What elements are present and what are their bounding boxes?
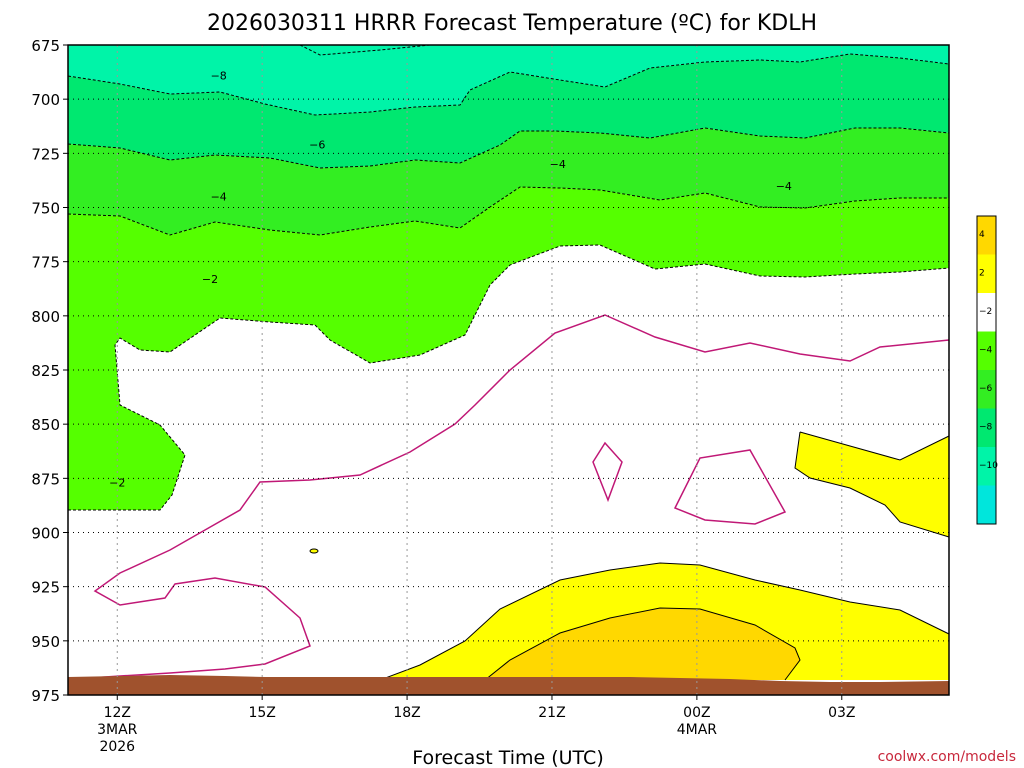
x-axis-label: Forecast Time (UTC) [412,747,603,768]
colorbar-label: −6 [979,384,993,394]
contour-plus-4 [484,607,801,681]
x-tick-label: 12Z [104,705,131,721]
contour-minus-8 [67,53,950,116]
colorbar-label: −8 [979,423,993,433]
x-tick-label: 4MAR [677,722,718,738]
colorbar-swatch [977,447,996,486]
y-tick-label: 800 [31,308,60,326]
colorbar-swatch [977,254,996,293]
zero-contours [89,314,950,679]
colorbar-label: −4 [979,346,993,356]
contour-value-label: −4 [211,191,227,204]
band-minus-2-to-minus-4 [68,187,949,510]
colorbar-swatch [977,331,996,370]
colorbar-swatch [977,293,996,332]
x-tick-label: 21Z [538,705,565,721]
contour-minus-6 [67,127,950,169]
contour-value-label: −4 [776,180,792,193]
colorbar-label: 2 [979,269,985,279]
colorbar-label: −10 [979,461,998,471]
contour-value-label: −4 [550,158,566,171]
contour-minus-4 [67,186,949,236]
colorbar-frame [976,215,997,525]
y-tick-label: 875 [31,470,60,488]
y-tick-label: 850 [31,416,60,434]
y-tick-label: 750 [31,200,60,218]
x-tick-label: 2026 [99,739,135,755]
contour-plus-2-a [379,562,950,681]
colorbar-label: 4 [979,230,985,240]
band-above-2 [485,608,800,680]
chart-title: 2026030311 HRRR Forecast Temperature (ºC… [207,11,817,36]
band-0-to-2-right [795,432,949,537]
colorbar: 4 2 −2 −4 −6 −8 −10 [976,215,998,525]
contour-minus-10 [299,44,431,56]
x-tick-label: 18Z [393,705,420,721]
zero-line-loop-2 [673,449,787,525]
plot-area: −8 −6 −4 −4 −4 −2 −2 [67,44,950,696]
contour-plus-2-b [794,431,950,538]
band-minus-8-to-minus-10 [68,45,949,115]
band-minus-4-to-minus-6 [68,128,949,235]
contour-value-label: −2 [109,477,125,490]
contour-value-label: −6 [309,139,325,152]
band-minus-6-to-minus-8 [68,54,949,168]
zero-line-main [89,314,950,679]
x-tick-label: 3MAR [97,722,138,738]
y-tick-label: 975 [31,687,60,705]
y-tick-label: 900 [31,525,60,543]
small-warm-spot [309,548,319,554]
contour-minus-2 [68,244,950,511]
contour-value-label: −2 [202,273,218,286]
solid-contours [379,431,950,681]
y-tick-label: 950 [31,633,60,651]
contour-value-label: −8 [211,69,227,82]
y-tick-label: 825 [31,362,60,380]
dashed-contours [67,44,950,511]
x-tick-label: 03Z [828,705,855,721]
credit-text: coolwx.com/models [878,749,1016,765]
x-tick-label: 15Z [248,705,275,721]
colorbar-label: −2 [979,307,992,317]
contour-labels: −8 −6 −4 −4 −4 −2 −2 [109,69,792,489]
grid-lines [68,45,949,695]
colorbar-swatch [977,216,996,255]
colorbar-swatch [977,408,996,447]
y-tick-label: 725 [31,145,60,163]
x-tick-label: 00Z [683,705,710,721]
colorbar-swatch [977,485,996,524]
y-tick-label: 925 [31,579,60,597]
zero-line-loop-1 [592,441,623,503]
y-tick-label: 775 [31,254,60,272]
y-tick-label: 675 [31,37,60,55]
colorbar-swatch [977,370,996,409]
y-tick-label: 700 [31,91,60,109]
ground-terrain [68,675,949,695]
y-axis: 675 700 725 750 775 800 825 850 875 900 925 950 975 [31,37,68,705]
